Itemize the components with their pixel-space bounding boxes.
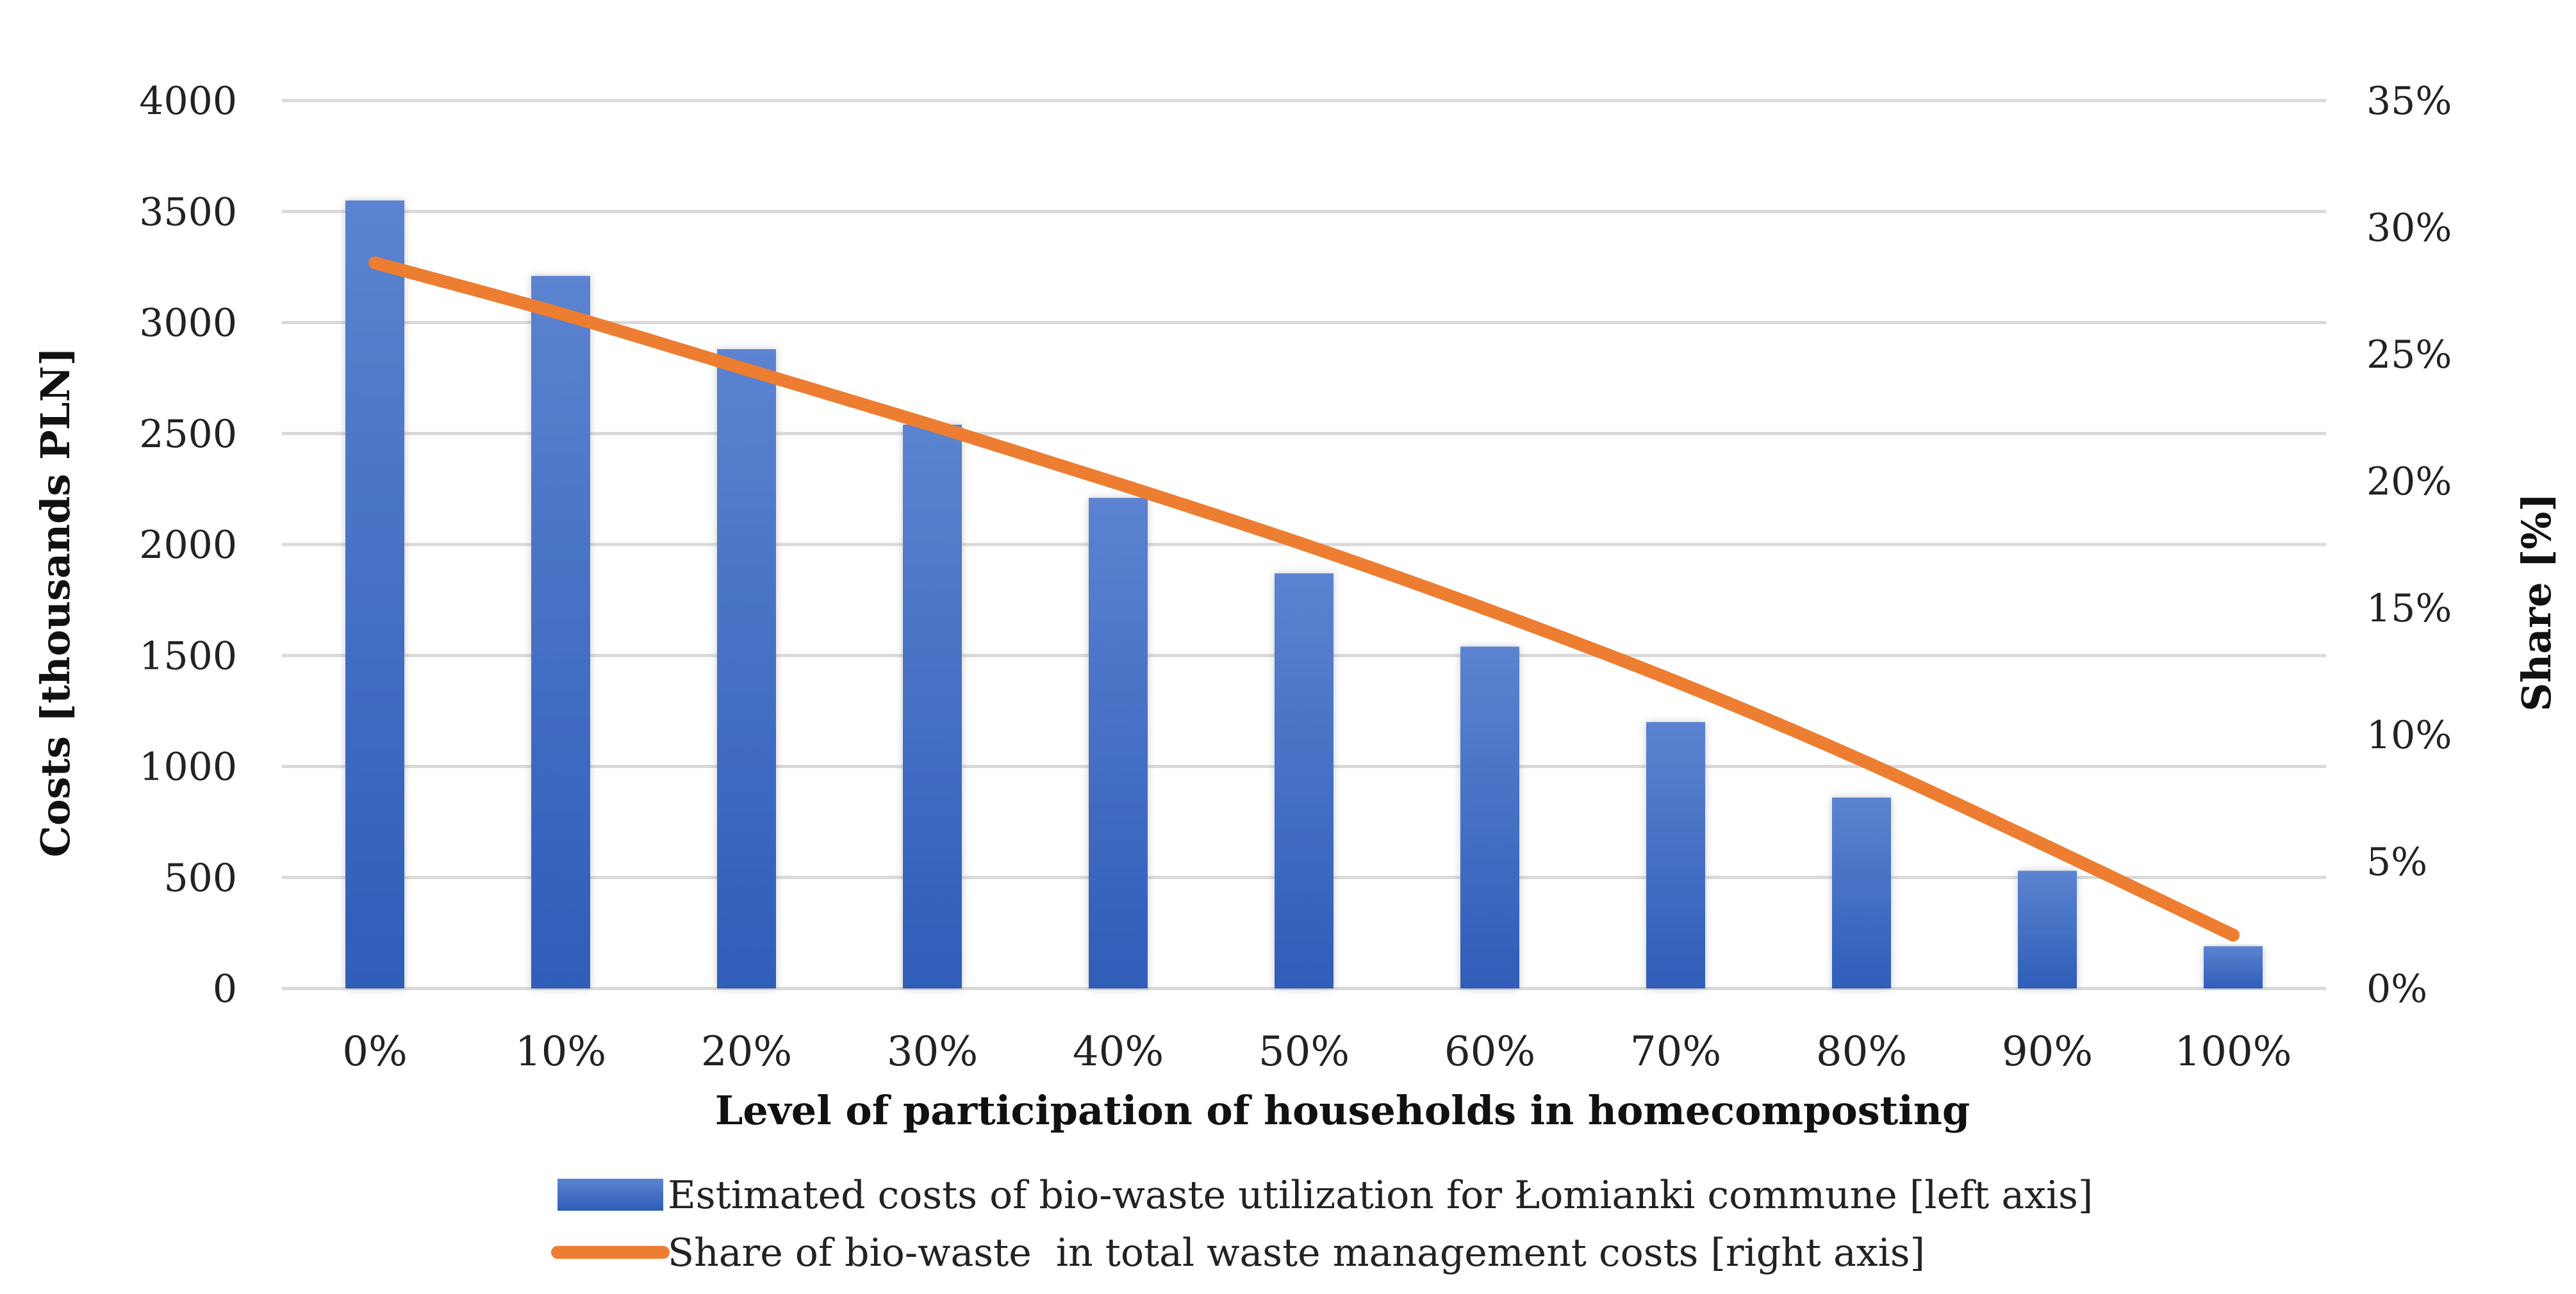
right-axis-ticks: 0% 5% 10% 15% 20% 25% 30% 35% <box>2366 79 2452 1011</box>
bar-0 <box>345 200 404 988</box>
x-axis-ticks: 0% 10% 20% 30% 40% 50% 60% 70% 80% 90% 100% <box>342 1028 2291 1076</box>
x-tick-label-4: 40% <box>1073 1028 1164 1076</box>
right-tick-label-6: 30% <box>2366 206 2452 250</box>
right-tick-label-4: 20% <box>2366 459 2452 504</box>
x-tick-label-8: 80% <box>1816 1028 1907 1076</box>
y2-axis-title: Share [%] <box>2513 493 2560 711</box>
right-tick-label-7: 35% <box>2366 79 2452 124</box>
left-tick-label-5: 2500 <box>139 412 237 457</box>
line-series <box>368 256 2240 942</box>
right-tick-label-3: 15% <box>2366 586 2452 631</box>
left-tick-label-3: 1500 <box>139 634 237 678</box>
x-tick-label-0: 0% <box>342 1028 408 1076</box>
share-line <box>368 256 2240 942</box>
right-tick-label-0: 0% <box>2366 967 2427 1011</box>
bar-5 <box>1275 573 1333 988</box>
bar-6 <box>1460 646 1519 988</box>
x-tick-label-6: 60% <box>1444 1028 1535 1076</box>
right-tick-label-1: 5% <box>2366 840 2427 885</box>
bar-4 <box>1089 498 1148 988</box>
bar-2 <box>717 349 776 988</box>
left-tick-label-8: 4000 <box>139 79 237 124</box>
x-tick-label-2: 20% <box>701 1028 792 1076</box>
right-tick-label-5: 25% <box>2366 332 2452 377</box>
legend: Estimated costs of bio-waste utilization… <box>551 1173 2093 1275</box>
bar-3 <box>903 424 962 988</box>
legend-label-line: Share of bio-waste in total waste manage… <box>668 1231 1925 1275</box>
bar-8 <box>1832 798 1891 988</box>
legend-swatch-bars <box>557 1179 663 1211</box>
x-tick-label-10: 100% <box>2175 1028 2292 1076</box>
left-tick-label-7: 3500 <box>139 190 237 234</box>
left-tick-label-6: 3000 <box>139 301 237 346</box>
bar-series <box>345 200 2263 988</box>
left-tick-label-4: 2000 <box>139 523 237 568</box>
x-tick-label-1: 10% <box>515 1028 606 1076</box>
x-tick-label-3: 30% <box>887 1028 978 1076</box>
left-axis-ticks: 0 500 1000 1500 2000 2500 3000 3500 4000 <box>139 79 237 1011</box>
y-axis-title: Costs [thousands PLN] <box>32 347 79 857</box>
left-tick-label-0: 0 <box>213 967 237 1011</box>
bar-1 <box>531 275 590 988</box>
x-tick-label-7: 70% <box>1630 1028 1721 1076</box>
right-tick-label-2: 10% <box>2366 713 2452 758</box>
x-axis-title: Level of participation of households in … <box>715 1087 1970 1134</box>
bar-9 <box>2018 871 2077 988</box>
bar-7 <box>1646 722 1705 988</box>
x-tick-label-5: 50% <box>1259 1028 1350 1076</box>
left-tick-label-1: 500 <box>163 856 237 901</box>
left-tick-label-2: 1000 <box>139 745 237 790</box>
x-tick-label-9: 90% <box>2002 1028 2093 1076</box>
legend-label-bars: Estimated costs of bio-waste utilization… <box>668 1173 2093 1218</box>
bar-10 <box>2204 946 2263 988</box>
